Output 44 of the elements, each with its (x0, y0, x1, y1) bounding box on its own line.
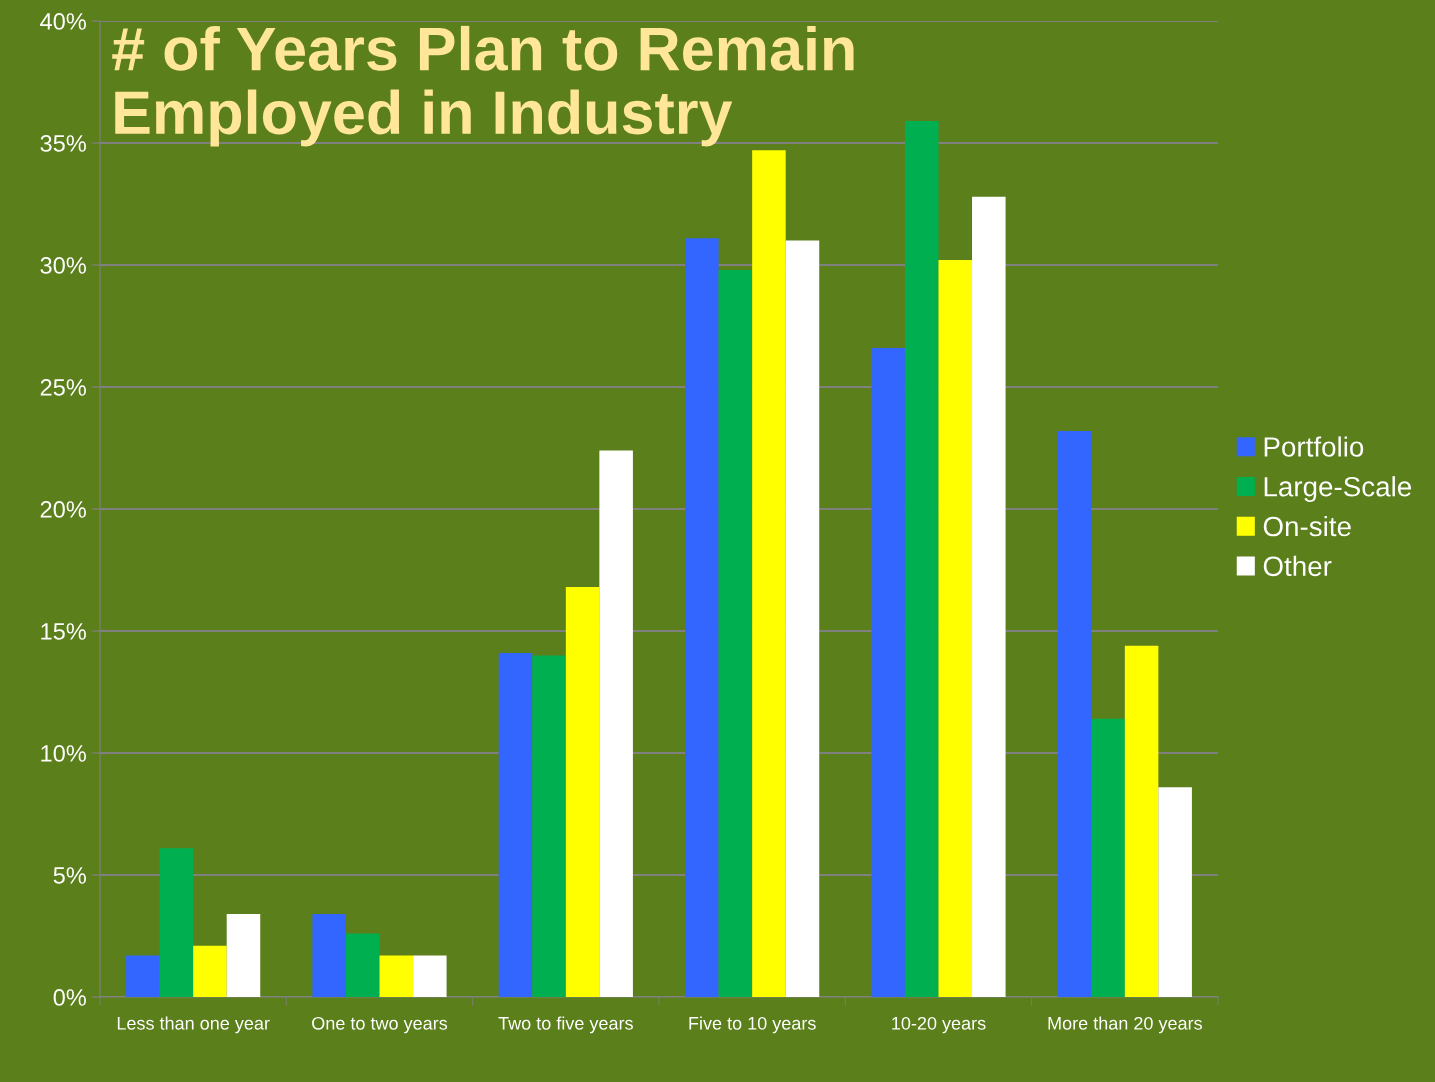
bar (752, 150, 786, 997)
x-tick-label: 10-20 years (892, 1016, 986, 1034)
bar (785, 240, 820, 997)
x-tick-label: Five to 10 years (689, 1016, 816, 1034)
y-tick-label: 10% (41, 745, 86, 762)
text: # of Years Plan to Remain Employed in Industry (112, 25, 854, 147)
x-tick-label: Two to five years (498, 1016, 633, 1034)
y-tick-label: 40% (40, 13, 86, 30)
bar (718, 269, 753, 997)
bar (159, 848, 194, 997)
y-tick-label: 5% (53, 867, 86, 884)
bar (1057, 430, 1092, 997)
bar (972, 196, 1006, 997)
bar (938, 260, 973, 997)
legend-label: Large-Scale (1264, 476, 1411, 503)
bar (126, 955, 160, 997)
legend-label: On-site (1263, 515, 1351, 537)
bar (904, 121, 939, 997)
bar (685, 238, 719, 997)
bar (312, 914, 346, 997)
x-tick-label: One to two years (312, 1016, 448, 1034)
bar (379, 955, 414, 997)
bar (345, 933, 380, 997)
bar (599, 450, 633, 997)
legend-label: Other (1263, 555, 1332, 577)
bar (226, 914, 261, 997)
y-tick-label: 35% (40, 135, 86, 152)
y-tick-label: 0% (53, 989, 86, 1006)
y-tick-label: 15% (41, 623, 86, 640)
bar (498, 652, 533, 997)
bar (1158, 787, 1192, 997)
x-tick-label: More than 20 years (1048, 1016, 1202, 1034)
bar (1091, 718, 1125, 997)
y-tick-label: 25% (40, 379, 86, 396)
x-tick-label: Less than one year (117, 1016, 270, 1034)
y-tick-label: 20% (40, 501, 86, 518)
bar (532, 655, 566, 997)
y-tick-label: 30% (40, 257, 86, 274)
bar (193, 945, 227, 997)
bar (413, 955, 447, 997)
bar (565, 587, 600, 997)
legend-label: Portfolio (1264, 436, 1364, 457)
bar (871, 347, 905, 997)
bar (1124, 645, 1159, 997)
